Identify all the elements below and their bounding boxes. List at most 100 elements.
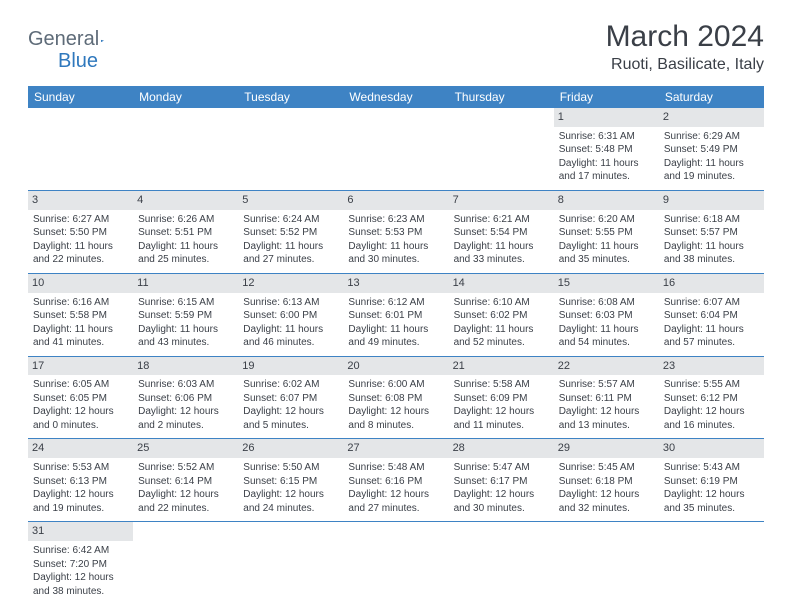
day-number: 25 — [133, 439, 238, 458]
sunset-text: Sunset: 5:53 PM — [348, 226, 443, 240]
sunset-text: Sunset: 5:57 PM — [664, 226, 759, 240]
sunrise-text: Sunrise: 5:57 AM — [559, 378, 654, 392]
daylight-text: Daylight: 12 hours and 32 minutes. — [559, 488, 654, 515]
day-number: 28 — [449, 439, 554, 458]
sunrise-text: Sunrise: 6:05 AM — [33, 378, 128, 392]
calendar-week: 31Sunrise: 6:42 AMSunset: 7:20 PMDayligh… — [28, 522, 764, 604]
sunset-text: Sunset: 6:08 PM — [348, 392, 443, 406]
calendar-day: 16Sunrise: 6:07 AMSunset: 6:04 PMDayligh… — [659, 274, 764, 356]
daylight-text: Daylight: 11 hours and 27 minutes. — [243, 240, 338, 267]
calendar-day: 13Sunrise: 6:12 AMSunset: 6:01 PMDayligh… — [343, 274, 448, 356]
calendar-day: 19Sunrise: 6:02 AMSunset: 6:07 PMDayligh… — [238, 357, 343, 439]
sunset-text: Sunset: 6:01 PM — [348, 309, 443, 323]
sunset-text: Sunset: 6:17 PM — [454, 475, 549, 489]
day-number: 7 — [449, 191, 554, 210]
sunrise-text: Sunrise: 5:50 AM — [243, 461, 338, 475]
calendar-day: 18Sunrise: 6:03 AMSunset: 6:06 PMDayligh… — [133, 357, 238, 439]
calendar-day: . — [238, 108, 343, 190]
daylight-text: Daylight: 12 hours and 22 minutes. — [138, 488, 233, 515]
sunset-text: Sunset: 6:09 PM — [454, 392, 549, 406]
calendar-header-cell: Saturday — [659, 86, 764, 108]
sunset-text: Sunset: 6:16 PM — [348, 475, 443, 489]
daylight-text: Daylight: 12 hours and 24 minutes. — [243, 488, 338, 515]
sunset-text: Sunset: 5:51 PM — [138, 226, 233, 240]
day-number: 2 — [659, 108, 764, 127]
sunrise-text: Sunrise: 6:10 AM — [454, 296, 549, 310]
day-number: 15 — [554, 274, 659, 293]
sunrise-text: Sunrise: 6:03 AM — [138, 378, 233, 392]
daylight-text: Daylight: 12 hours and 0 minutes. — [33, 405, 128, 432]
sunset-text: Sunset: 6:19 PM — [664, 475, 759, 489]
page-title: March 2024 — [606, 20, 764, 54]
day-number: 17 — [28, 357, 133, 376]
calendar-day: 30Sunrise: 5:43 AMSunset: 6:19 PMDayligh… — [659, 439, 764, 521]
daylight-text: Daylight: 11 hours and 17 minutes. — [559, 157, 654, 184]
location: Ruoti, Basilicate, Italy — [606, 56, 764, 74]
daylight-text: Daylight: 11 hours and 57 minutes. — [664, 323, 759, 350]
calendar-day: . — [659, 522, 764, 604]
daylight-text: Daylight: 12 hours and 11 minutes. — [454, 405, 549, 432]
calendar-day: 4Sunrise: 6:26 AMSunset: 5:51 PMDaylight… — [133, 191, 238, 273]
day-number: 6 — [343, 191, 448, 210]
sunset-text: Sunset: 6:06 PM — [138, 392, 233, 406]
sunset-text: Sunset: 6:07 PM — [243, 392, 338, 406]
day-number: 8 — [554, 191, 659, 210]
calendar-day: . — [28, 108, 133, 190]
day-number: 1 — [554, 108, 659, 127]
calendar-day: 23Sunrise: 5:55 AMSunset: 6:12 PMDayligh… — [659, 357, 764, 439]
daylight-text: Daylight: 11 hours and 19 minutes. — [664, 157, 759, 184]
sunset-text: Sunset: 5:55 PM — [559, 226, 654, 240]
daylight-text: Daylight: 12 hours and 8 minutes. — [348, 405, 443, 432]
calendar-header-cell: Tuesday — [238, 86, 343, 108]
title-block: March 2024 Ruoti, Basilicate, Italy — [606, 20, 764, 74]
daylight-text: Daylight: 12 hours and 27 minutes. — [348, 488, 443, 515]
logo-text-blue: Blue — [58, 50, 98, 73]
calendar: SundayMondayTuesdayWednesdayThursdayFrid… — [28, 86, 764, 604]
sunrise-text: Sunrise: 6:08 AM — [559, 296, 654, 310]
calendar-day: 7Sunrise: 6:21 AMSunset: 5:54 PMDaylight… — [449, 191, 554, 273]
sunset-text: Sunset: 6:13 PM — [33, 475, 128, 489]
calendar-week: 17Sunrise: 6:05 AMSunset: 6:05 PMDayligh… — [28, 357, 764, 440]
calendar-week: 3Sunrise: 6:27 AMSunset: 5:50 PMDaylight… — [28, 191, 764, 274]
day-number: 5 — [238, 191, 343, 210]
sunset-text: Sunset: 5:49 PM — [664, 143, 759, 157]
day-number: 3 — [28, 191, 133, 210]
sunrise-text: Sunrise: 6:00 AM — [348, 378, 443, 392]
day-number: 22 — [554, 357, 659, 376]
day-number: 23 — [659, 357, 764, 376]
daylight-text: Daylight: 11 hours and 54 minutes. — [559, 323, 654, 350]
day-number: 27 — [343, 439, 448, 458]
daylight-text: Daylight: 11 hours and 33 minutes. — [454, 240, 549, 267]
day-number: 24 — [28, 439, 133, 458]
sunset-text: Sunset: 6:02 PM — [454, 309, 549, 323]
calendar-day: 31Sunrise: 6:42 AMSunset: 7:20 PMDayligh… — [28, 522, 133, 604]
calendar-header-cell: Monday — [133, 86, 238, 108]
daylight-text: Daylight: 12 hours and 13 minutes. — [559, 405, 654, 432]
daylight-text: Daylight: 12 hours and 5 minutes. — [243, 405, 338, 432]
daylight-text: Daylight: 11 hours and 22 minutes. — [33, 240, 128, 267]
calendar-header-cell: Wednesday — [343, 86, 448, 108]
daylight-text: Daylight: 11 hours and 41 minutes. — [33, 323, 128, 350]
calendar-day: . — [133, 108, 238, 190]
daylight-text: Daylight: 12 hours and 38 minutes. — [33, 571, 128, 598]
sunrise-text: Sunrise: 5:43 AM — [664, 461, 759, 475]
calendar-day: 9Sunrise: 6:18 AMSunset: 5:57 PMDaylight… — [659, 191, 764, 273]
day-number: 29 — [554, 439, 659, 458]
logo: General — [28, 28, 123, 51]
sunset-text: Sunset: 5:48 PM — [559, 143, 654, 157]
calendar-day: 8 Sunrise: 6:20 AMSunset: 5:55 PMDaylight… — [554, 191, 659, 273]
sunrise-text: Sunrise: 6:13 AM — [243, 296, 338, 310]
sunrise-text: Sunrise: 6:20 AM — [559, 213, 654, 227]
sunrise-text: Sunrise: 5:58 AM — [454, 378, 549, 392]
day-number: 11 — [133, 274, 238, 293]
sunset-text: Sunset: 6:12 PM — [664, 392, 759, 406]
calendar-day: 6Sunrise: 6:23 AMSunset: 5:53 PMDaylight… — [343, 191, 448, 273]
calendar-week: .....1Sunrise: 6:31 AMSunset: 5:48 PMDay… — [28, 108, 764, 191]
daylight-text: Daylight: 11 hours and 35 minutes. — [559, 240, 654, 267]
sunrise-text: Sunrise: 6:21 AM — [454, 213, 549, 227]
calendar-day: 14Sunrise: 6:10 AMSunset: 6:02 PMDayligh… — [449, 274, 554, 356]
calendar-day: 21Sunrise: 5:58 AMSunset: 6:09 PMDayligh… — [449, 357, 554, 439]
calendar-day: 29Sunrise: 5:45 AMSunset: 6:18 PMDayligh… — [554, 439, 659, 521]
sunrise-text: Sunrise: 5:52 AM — [138, 461, 233, 475]
sunrise-text: Sunrise: 5:47 AM — [454, 461, 549, 475]
